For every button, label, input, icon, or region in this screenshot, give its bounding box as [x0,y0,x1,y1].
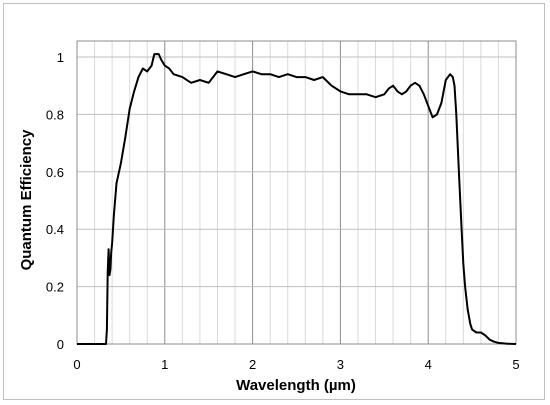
y-tick-label: 0.8 [46,107,64,122]
y-tick-label: 0.6 [46,165,64,180]
tick-labels: 0 1 2 3 4 5 0 0.2 0.4 0.6 0.8 1 [46,50,520,372]
y-tick-label: 0.2 [46,280,64,295]
y-tick-label: 0 [57,337,64,352]
plot-area [76,40,517,345]
chart-frame [3,3,545,400]
y-tick-label: 1 [57,50,64,65]
x-tick-label: 4 [425,357,432,372]
grid [76,40,517,345]
series-line [77,53,517,345]
y-tick-label: 0.4 [46,222,64,237]
x-axis-title: Wavelength (µm) [236,377,356,394]
x-tick-label: 5 [512,357,519,372]
x-tick-label: 1 [161,357,168,372]
x-tick-label: 3 [337,357,344,372]
x-tick-label: 2 [249,357,256,372]
y-axis-title: Quantum Efficiency [18,129,35,271]
x-tick-label: 0 [73,357,80,372]
